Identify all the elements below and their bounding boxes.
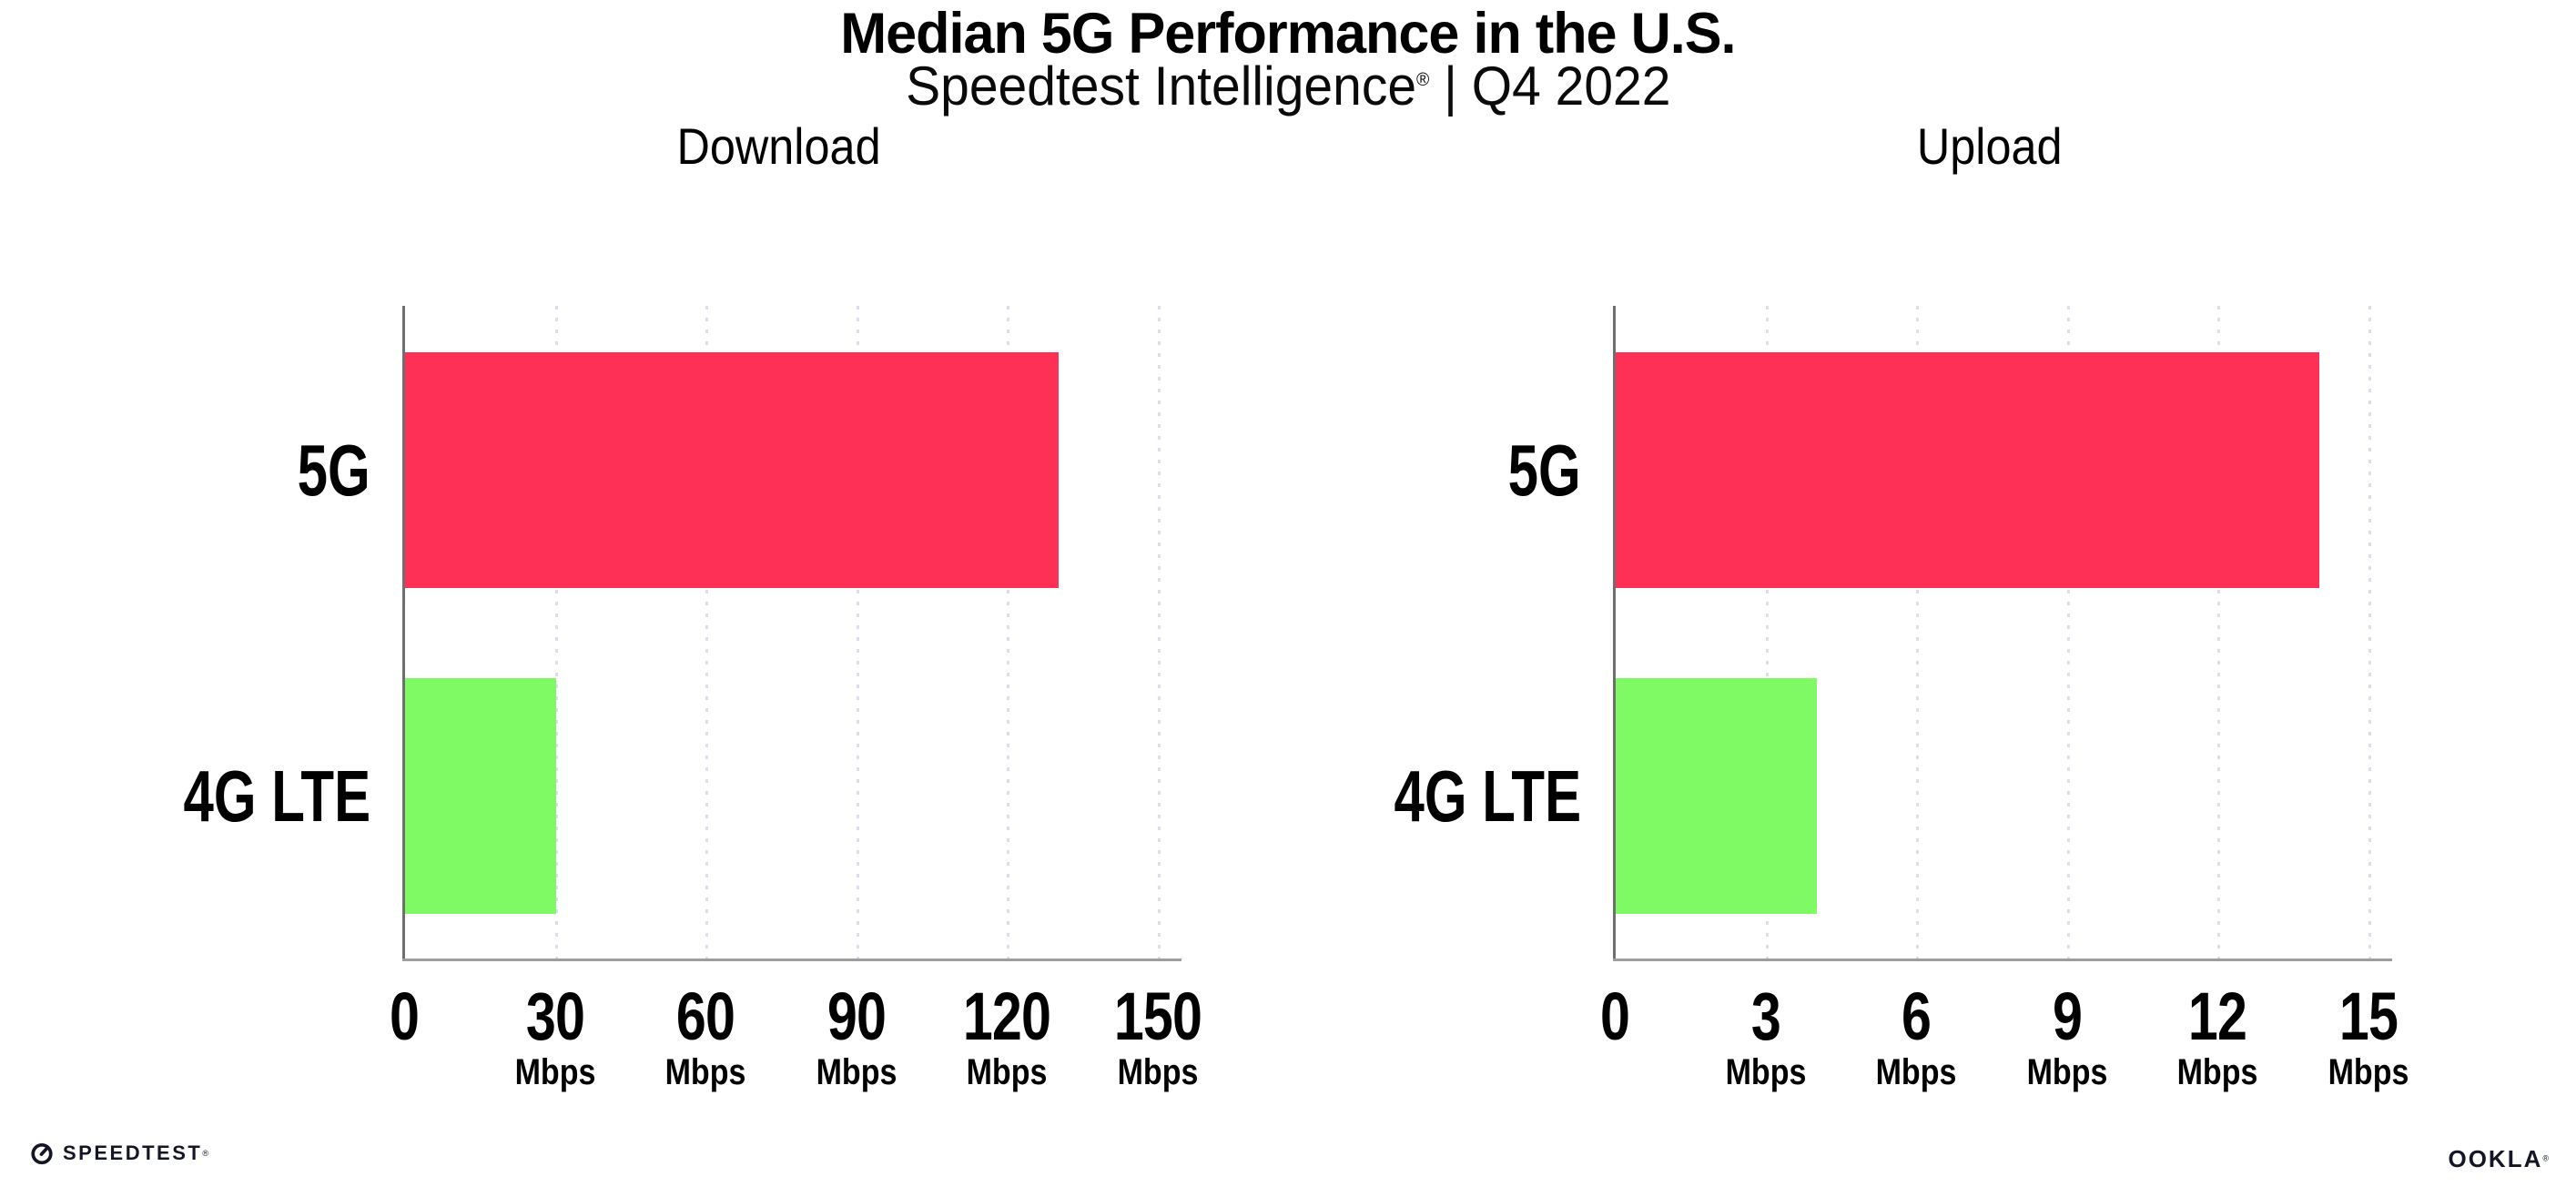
- x-tick: 60 Mbps: [664, 979, 746, 1093]
- page-subtitle: Speedtest Intelligence® | Q4 2022: [0, 55, 2576, 117]
- bar-5g-upload: [1616, 352, 2319, 588]
- download-x-axis-ticks: 0 30 Mbps 60 Mbps 90 Mbps 120 Mbps 150 Mbps: [390, 979, 1202, 1098]
- ookla-logo: OOKLA®: [2448, 1145, 2549, 1173]
- x-tick: 0: [1599, 979, 1630, 1054]
- download-chart-title: Download: [676, 117, 882, 175]
- x-tick: 30 Mbps: [514, 979, 595, 1093]
- category-label-4g-lte: 4G LTE: [1394, 756, 1581, 837]
- registered-mark: ®: [2542, 1153, 2549, 1163]
- page-title: Median 5G Performance in the U.S.: [840, 2, 1736, 66]
- x-tick: 0: [389, 979, 420, 1054]
- subtitle-brand: Speedtest Intelligence: [905, 56, 1416, 117]
- download-plot-area: 5G 4G LTE: [183, 306, 1182, 961]
- bar-5g-download: [405, 352, 1059, 588]
- gridline: [856, 306, 859, 959]
- gridline: [1007, 306, 1010, 959]
- x-tick: 90 Mbps: [816, 979, 898, 1093]
- registered-mark: ®: [1415, 70, 1429, 90]
- speedtest-wordmark: SPEEDTEST: [63, 1141, 203, 1164]
- bar-4g-lte-upload: [1616, 678, 1817, 914]
- gridline: [705, 306, 709, 959]
- ookla-wordmark: OOKLA: [2448, 1145, 2543, 1172]
- gridline: [1158, 306, 1161, 959]
- x-tick: 6 Mbps: [1875, 979, 1957, 1093]
- bar-4g-lte-download: [405, 678, 556, 914]
- x-tick: 120 Mbps: [963, 979, 1051, 1093]
- x-tick: 9 Mbps: [2026, 979, 2108, 1093]
- subtitle-period: | Q4 2022: [1428, 56, 1671, 117]
- gridline: [1765, 306, 1769, 959]
- upload-x-axis-ticks: 0 3 Mbps 6 Mbps 9 Mbps 12 Mbps 15 Mbps: [1600, 979, 2409, 1098]
- x-tick: 15 Mbps: [2328, 979, 2409, 1093]
- gridline: [554, 306, 558, 959]
- speedtest-logo: SPEEDTEST ®: [30, 1141, 208, 1165]
- x-tick: 12 Mbps: [2177, 979, 2258, 1093]
- gridline: [1916, 306, 1920, 959]
- download-chart: Download 5G 4G LTE 0 30 Mbps 60 Mbps 90 Mbp…: [183, 0, 1202, 1197]
- upload-chart: Upload 5G 4G LTE 0 3 Mbps 6 Mbps 9 Mbps 12 M…: [1394, 0, 2409, 1197]
- x-tick: 3 Mbps: [1725, 979, 1806, 1093]
- gridline: [2217, 306, 2221, 959]
- upload-chart-title: Upload: [1917, 117, 2063, 175]
- upload-plot-area: 5G 4G LTE: [1394, 306, 2392, 961]
- gridline: [2368, 306, 2371, 959]
- gridline: [2066, 306, 2070, 959]
- category-label-5g: 5G: [297, 430, 370, 511]
- speedtest-gauge-icon: [31, 1142, 53, 1165]
- category-label-4g-lte: 4G LTE: [183, 756, 370, 837]
- x-tick: 150 Mbps: [1113, 979, 1202, 1093]
- category-label-5g: 5G: [1507, 430, 1581, 511]
- registered-mark: ®: [202, 1149, 208, 1158]
